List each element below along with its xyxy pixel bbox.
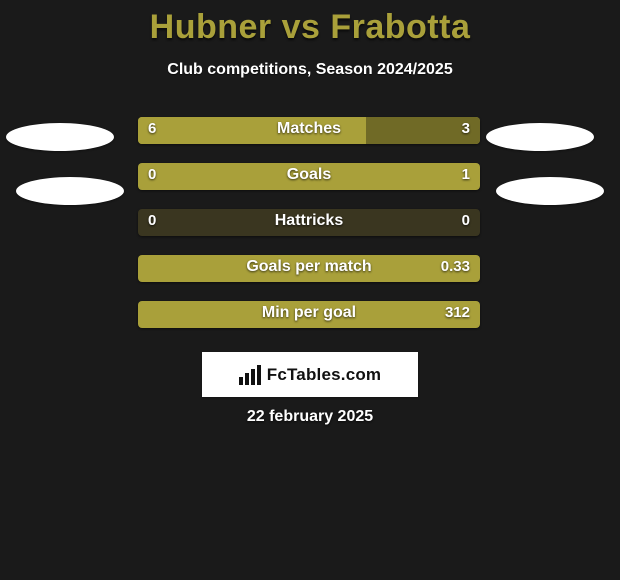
stat-value-left: 0 bbox=[148, 166, 156, 183]
date-text: 22 february 2025 bbox=[0, 408, 620, 426]
bar-right-fill bbox=[366, 117, 480, 144]
stat-row: Min per goal312 bbox=[0, 291, 620, 337]
brand-text: FcTables.com bbox=[267, 365, 382, 385]
stat-row: Goals per match0.33 bbox=[0, 245, 620, 291]
stat-value-right: 0.33 bbox=[441, 258, 470, 275]
stat-label: Hattricks bbox=[138, 212, 480, 230]
stat-bar: Min per goal312 bbox=[138, 301, 480, 328]
page-title: Hubner vs Frabotta bbox=[0, 0, 620, 47]
player-badge-left bbox=[6, 123, 114, 151]
stat-label: Min per goal bbox=[138, 304, 480, 322]
stat-label: Goals per match bbox=[138, 258, 480, 276]
bar-chart-icon bbox=[239, 365, 261, 385]
player-badge-right bbox=[496, 177, 604, 205]
stat-value-right: 0 bbox=[462, 212, 470, 229]
stat-label: Goals bbox=[138, 166, 480, 184]
player-badge-left bbox=[16, 177, 124, 205]
stat-value-right: 312 bbox=[445, 304, 470, 321]
stat-row: Hattricks0 0 bbox=[0, 199, 620, 245]
stat-bar: Goals per match0.33 bbox=[138, 255, 480, 282]
subtitle: Club competitions, Season 2024/2025 bbox=[0, 61, 620, 79]
stat-bar: Goals0 1 bbox=[138, 163, 480, 190]
stat-value-left: 0 bbox=[148, 212, 156, 229]
bar-left-fill bbox=[138, 117, 366, 144]
stat-bar: Hattricks0 0 bbox=[138, 209, 480, 236]
stat-value-right: 1 bbox=[462, 166, 470, 183]
player-badge-right bbox=[486, 123, 594, 151]
stat-bar: Matches63 bbox=[138, 117, 480, 144]
comparison-infographic: Hubner vs Frabotta Club competitions, Se… bbox=[0, 0, 620, 580]
brand-box: FcTables.com bbox=[202, 352, 418, 397]
